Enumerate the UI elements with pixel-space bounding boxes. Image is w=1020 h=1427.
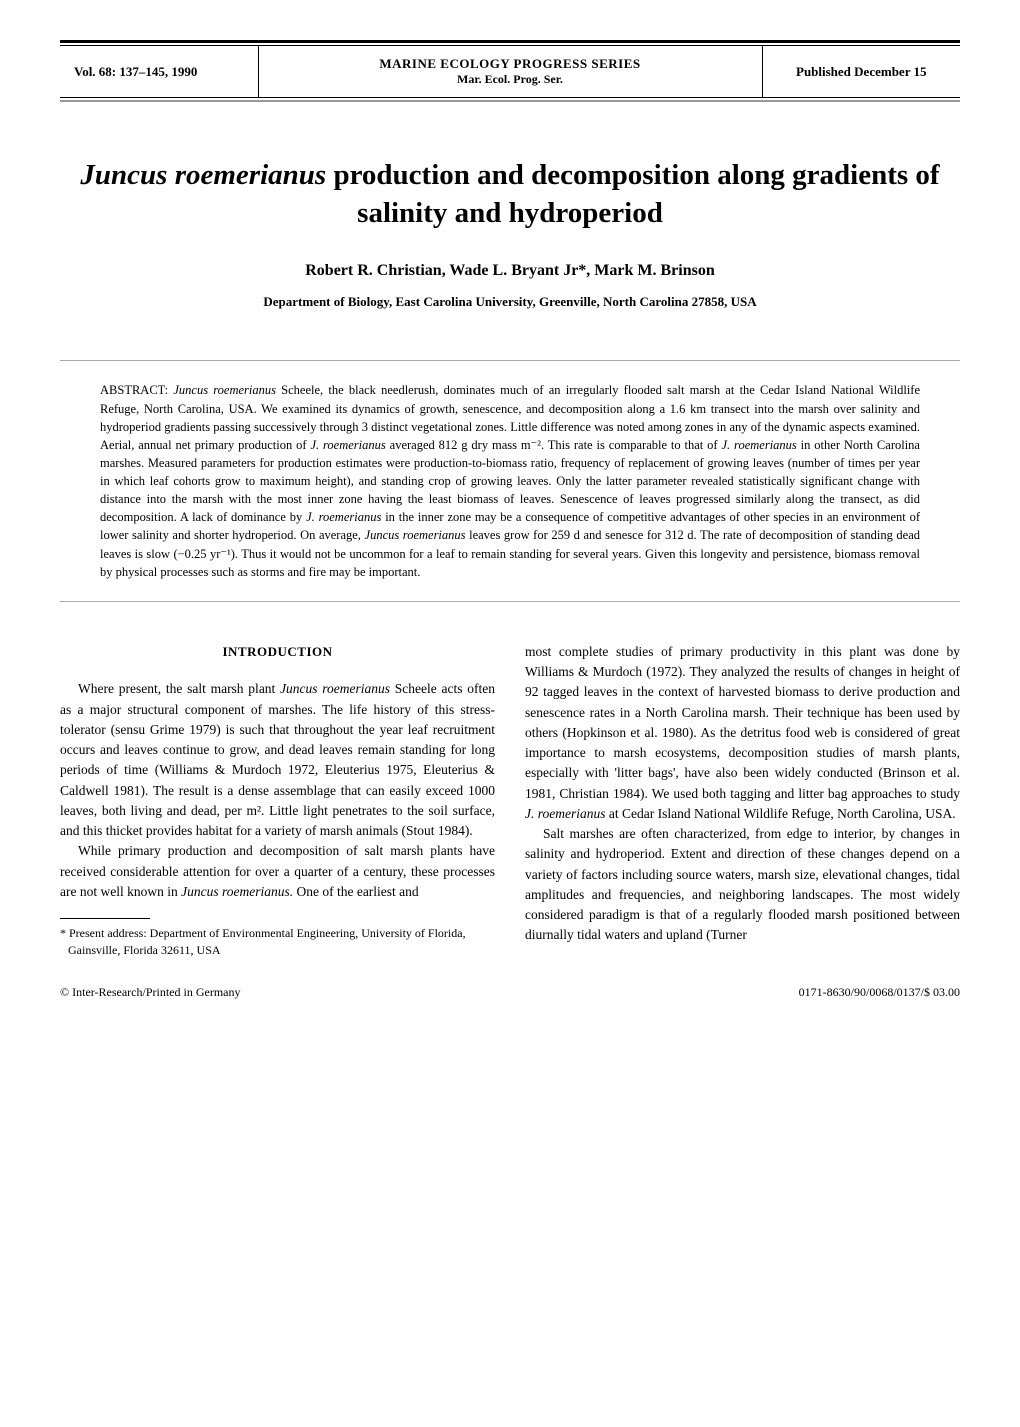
p3-species: J. roemerianus bbox=[525, 806, 606, 821]
abstract-rule-bottom bbox=[60, 601, 960, 602]
title-species: Juncus roemerianus bbox=[80, 159, 326, 191]
p3a: most complete studies of primary product… bbox=[525, 644, 960, 801]
footer-issn: 0171-8630/90/0068/0137/$ 03.00 bbox=[799, 985, 960, 1000]
footnote-rule bbox=[60, 918, 150, 919]
footer-copyright: © Inter-Research/Printed in Germany bbox=[60, 985, 240, 1000]
p3c: at Cedar Island National Wildlife Refuge… bbox=[606, 806, 956, 821]
para-2: While primary production and decompositi… bbox=[60, 841, 495, 902]
footnote: * Present address: Department of Environ… bbox=[60, 925, 495, 959]
journal-abbr: Mar. Ecol. Prog. Ser. bbox=[273, 72, 748, 87]
p2-species: Juncus roemerianus. bbox=[181, 884, 293, 899]
footer: © Inter-Research/Printed in Germany 0171… bbox=[60, 985, 960, 1000]
abstract-sp4: J. roemerianus bbox=[306, 510, 381, 524]
abstract-sp5: Juncus roemerianus bbox=[365, 528, 466, 542]
authors: Robert R. Christian, Wade L. Bryant Jr*,… bbox=[60, 262, 960, 280]
journal-name: MARINE ECOLOGY PROGRESS SERIES bbox=[273, 56, 748, 72]
para-1: Where present, the salt marsh plant Junc… bbox=[60, 679, 495, 841]
header-rule-thin bbox=[60, 100, 960, 102]
header-journal: MARINE ECOLOGY PROGRESS SERIES Mar. Ecol… bbox=[258, 46, 762, 98]
p1c: Scheele acts often as a major structural… bbox=[60, 681, 495, 838]
header-published: Published December 15 bbox=[762, 46, 960, 98]
p2c: One of the earliest and bbox=[293, 884, 419, 899]
section-heading: INTRODUCTION bbox=[60, 642, 495, 662]
header-table: Vol. 68: 137–145, 1990 MARINE ECOLOGY PR… bbox=[60, 45, 960, 98]
abstract-sp3: J. roemerianus bbox=[721, 438, 796, 452]
p1a: Where present, the salt marsh plant bbox=[78, 681, 280, 696]
abstract: ABSTRACT: Juncus roemerianus Scheele, th… bbox=[100, 381, 920, 580]
header-rule-thick bbox=[60, 40, 960, 43]
abstract-rule-top bbox=[60, 360, 960, 361]
abstract-label: ABSTRACT: bbox=[100, 383, 173, 397]
right-column: most complete studies of primary product… bbox=[525, 642, 960, 959]
abstract-sp2: J. roemerianus bbox=[310, 438, 385, 452]
header-volume: Vol. 68: 137–145, 1990 bbox=[60, 46, 258, 98]
body-columns: INTRODUCTION Where present, the salt mar… bbox=[60, 642, 960, 959]
abstract-sp1: Juncus roemerianus bbox=[173, 383, 276, 397]
abstract-t2: averaged 812 g dry mass m⁻². This rate i… bbox=[386, 438, 722, 452]
left-column: INTRODUCTION Where present, the salt mar… bbox=[60, 642, 495, 959]
para-3: most complete studies of primary product… bbox=[525, 642, 960, 824]
affiliation: Department of Biology, East Carolina Uni… bbox=[60, 294, 960, 310]
p1-species: Juncus roemerianus bbox=[280, 681, 390, 696]
article-title: Juncus roemerianus production and decomp… bbox=[60, 157, 960, 232]
para-4: Salt marshes are often characterized, fr… bbox=[525, 824, 960, 946]
title-rest: production and decomposition along gradi… bbox=[326, 159, 939, 229]
